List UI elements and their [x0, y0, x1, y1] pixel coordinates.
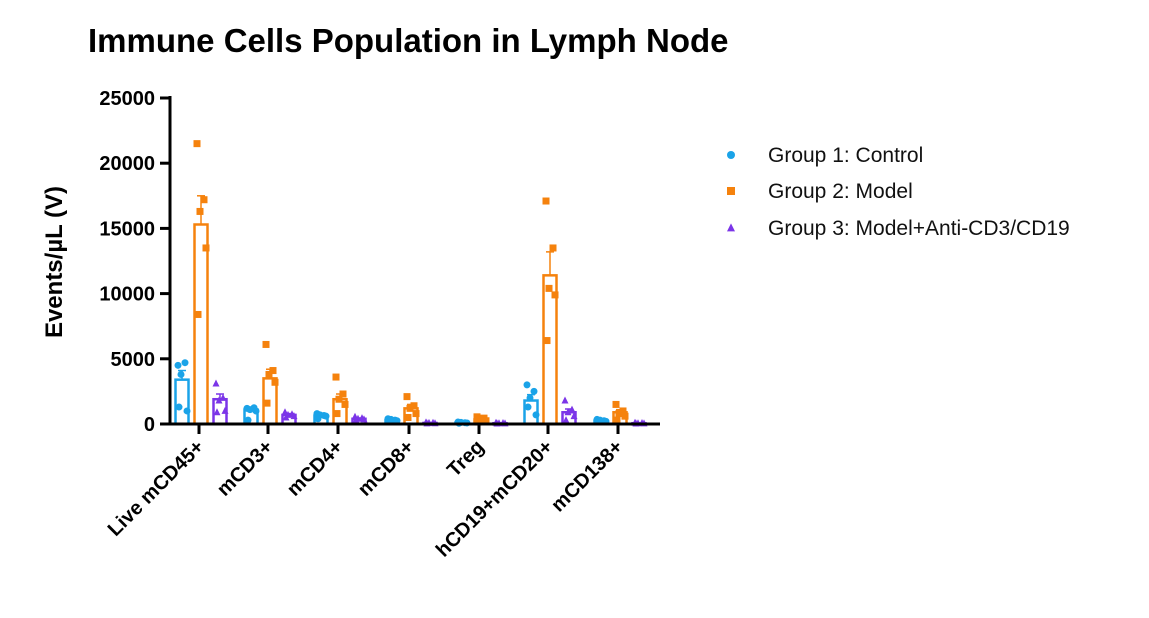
square-marker-icon	[727, 187, 735, 195]
y-tick-label: 25000	[99, 88, 155, 110]
bar	[174, 378, 190, 426]
data-point	[404, 413, 412, 421]
data-point	[263, 399, 271, 407]
chart-title: Immune Cells Population in Lymph Node	[88, 22, 729, 59]
data-point	[568, 405, 576, 413]
data-point	[196, 207, 204, 215]
x-tick-label: Treg	[443, 436, 488, 481]
data-point	[332, 373, 340, 381]
data-point	[290, 412, 298, 420]
data-point	[200, 196, 208, 204]
data-point	[341, 400, 349, 408]
legend-label: Group 2: Model	[768, 180, 913, 203]
legend-label: Group 1: Control	[768, 144, 923, 167]
data-point	[181, 359, 189, 367]
data-point	[262, 340, 270, 348]
y-tick-label: 20000	[99, 153, 155, 175]
data-point	[549, 244, 557, 252]
data-point	[570, 412, 578, 420]
data-point	[474, 418, 482, 426]
data-point	[564, 408, 572, 416]
x-tick-label: Live mCD45+	[104, 436, 209, 541]
data-point	[545, 284, 553, 292]
data-point	[406, 404, 414, 412]
data-point	[360, 415, 368, 423]
data-point	[542, 197, 550, 205]
data-point	[619, 407, 627, 415]
data-point	[202, 244, 210, 252]
data-point	[393, 417, 401, 425]
data-point	[177, 370, 185, 378]
data-point	[339, 390, 347, 398]
data-point	[246, 406, 254, 414]
data-point	[403, 393, 411, 401]
triangle-marker-icon	[727, 223, 735, 232]
data-point	[212, 379, 220, 387]
data-point	[335, 395, 343, 403]
data-point	[482, 417, 490, 425]
data-point	[269, 367, 277, 375]
y-tick-label: 5000	[111, 349, 156, 371]
data-point	[322, 412, 330, 420]
y-tick-label: 0	[144, 414, 155, 436]
data-point	[219, 393, 227, 401]
data-point	[562, 416, 570, 424]
x-tick-label: mCD3+	[213, 436, 278, 501]
data-point	[551, 291, 559, 299]
legend-label: Group 3: Model+Anti-CD3/CD19	[768, 217, 1070, 240]
data-point	[523, 381, 531, 389]
data-point	[314, 415, 322, 423]
data-point	[183, 407, 191, 415]
legend-item-3: Group 3: Model+Anti-CD3/CD19	[727, 217, 1070, 240]
data-point	[271, 378, 279, 386]
data-point	[175, 403, 183, 411]
x-tick-label: mCD4+	[283, 436, 348, 501]
data-point	[244, 416, 252, 424]
data-point	[213, 408, 221, 416]
data-point	[352, 416, 360, 424]
y-axis-label: Events/µL (V)	[41, 186, 68, 338]
x-tick-label: hCD19+mCD20+	[432, 436, 558, 562]
data-point	[194, 310, 202, 318]
data-point	[412, 410, 420, 418]
data-point	[221, 406, 229, 414]
data-point	[333, 410, 341, 418]
data-point	[612, 400, 620, 408]
bar	[193, 223, 209, 426]
legend-item-1: Group 1: Control	[727, 144, 923, 167]
plot-area: 0 5000 10000 15000 20000 25000 Live mCD45+ mCD3…	[99, 88, 660, 562]
data-point	[530, 387, 538, 395]
data-point	[193, 140, 201, 148]
data-point	[561, 396, 569, 404]
data-point	[532, 411, 540, 419]
circle-marker-icon	[727, 151, 735, 159]
data-point	[410, 402, 418, 410]
data-point	[524, 403, 532, 411]
data-point	[621, 412, 629, 420]
data-point	[526, 394, 534, 402]
x-tick-label: mCD138+	[547, 436, 627, 516]
data-point	[282, 413, 290, 421]
legend-item-2: Group 2: Model	[727, 180, 913, 203]
data-point	[615, 410, 623, 418]
legend: Group 1: Control Group 2: Model Group 3: M…	[727, 144, 1070, 240]
data-point	[252, 407, 260, 415]
y-tick-label: 10000	[99, 284, 155, 306]
data-point	[265, 370, 273, 378]
data-point	[174, 361, 182, 369]
data-point	[215, 396, 223, 404]
data-point	[613, 416, 621, 424]
series-2	[193, 140, 629, 426]
x-tick-label: mCD8+	[354, 436, 419, 501]
y-tick-label: 15000	[99, 218, 155, 240]
data-point	[543, 337, 551, 345]
